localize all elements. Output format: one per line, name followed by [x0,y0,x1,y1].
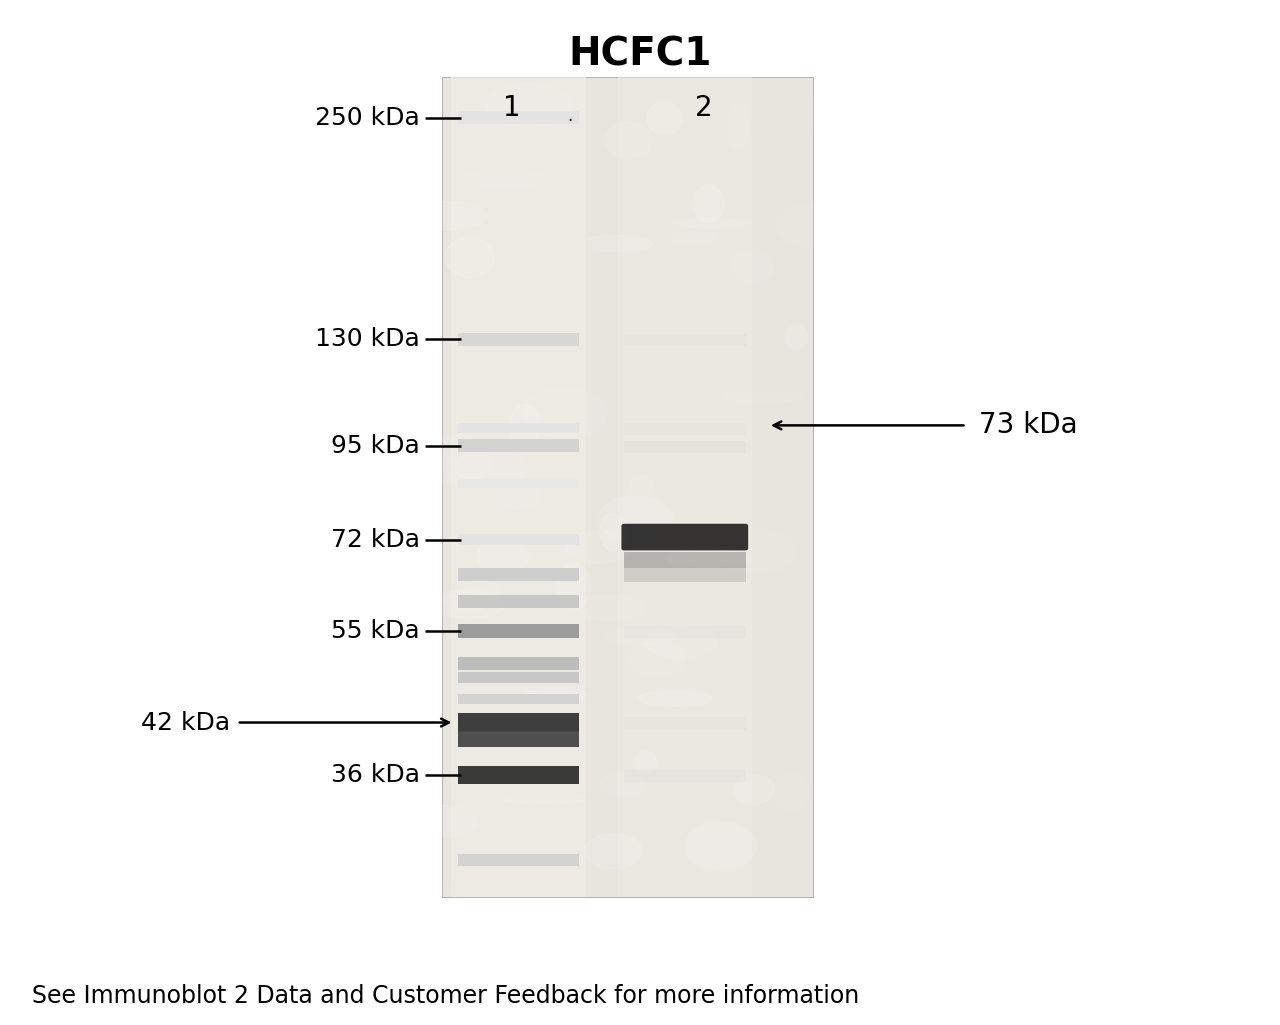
Bar [625,718,745,730]
Bar [458,479,580,488]
Ellipse shape [723,392,804,403]
Text: HCFC1: HCFC1 [568,36,712,74]
Ellipse shape [692,184,724,222]
Bar [458,423,580,434]
Ellipse shape [733,775,774,804]
Text: 95 kDa: 95 kDa [332,434,420,458]
Ellipse shape [429,590,506,618]
Ellipse shape [685,822,756,871]
Ellipse shape [416,435,492,485]
Bar [458,854,580,866]
Text: 130 kDa: 130 kDa [315,327,420,352]
Text: 2: 2 [695,93,713,122]
Bar [458,112,580,124]
FancyBboxPatch shape [622,524,749,550]
Ellipse shape [671,232,717,244]
Ellipse shape [525,688,586,702]
Ellipse shape [584,236,653,252]
Bar [458,333,580,346]
Text: 42 kDa: 42 kDa [141,710,230,735]
Bar [458,657,580,669]
Bar [442,77,813,897]
Ellipse shape [463,579,499,608]
Ellipse shape [732,250,773,284]
Bar [458,624,580,639]
Ellipse shape [585,833,643,869]
Bar [458,713,580,732]
Bar [625,551,745,568]
Ellipse shape [599,496,672,542]
Bar [458,568,580,580]
Ellipse shape [785,325,808,349]
Bar [625,334,745,346]
Bar [458,671,580,683]
Ellipse shape [477,536,529,578]
Ellipse shape [436,884,480,897]
Ellipse shape [577,594,643,620]
Text: 36 kDa: 36 kDa [330,763,420,787]
Ellipse shape [407,806,476,837]
Ellipse shape [604,628,676,646]
Ellipse shape [777,205,841,246]
Ellipse shape [600,773,644,796]
Bar [625,568,745,581]
Ellipse shape [463,169,547,188]
Text: See Immunoblot 2 Data and Customer Feedback for more information: See Immunoblot 2 Data and Customer Feedb… [32,984,859,1008]
Ellipse shape [728,104,750,150]
Ellipse shape [513,327,582,364]
Ellipse shape [444,592,493,610]
Ellipse shape [630,476,654,496]
Bar [458,439,580,452]
Ellipse shape [522,387,607,439]
Ellipse shape [630,642,685,678]
Bar [625,441,745,453]
Bar [618,77,753,897]
Ellipse shape [600,512,626,551]
Text: 72 kDa: 72 kDa [330,528,420,551]
Bar [625,423,745,436]
Ellipse shape [557,563,590,611]
Bar [458,596,580,608]
Bar [458,534,580,545]
Ellipse shape [645,626,718,658]
Ellipse shape [416,453,484,481]
Bar [625,626,745,639]
Ellipse shape [445,238,495,278]
Bar [625,770,745,782]
Ellipse shape [403,201,488,231]
Bar [458,694,580,704]
Text: 250 kDa: 250 kDa [315,106,420,129]
Text: 73 kDa: 73 kDa [979,411,1078,440]
Ellipse shape [637,690,713,706]
Ellipse shape [635,751,657,773]
Ellipse shape [509,404,540,447]
Bar [458,766,580,784]
Text: 55 kDa: 55 kDa [332,619,420,643]
Bar [452,77,586,897]
Text: .: . [567,107,572,125]
Bar [458,731,580,747]
Ellipse shape [667,549,750,567]
Ellipse shape [646,101,682,134]
Ellipse shape [567,531,630,563]
Ellipse shape [454,449,527,487]
Ellipse shape [503,792,586,804]
Ellipse shape [605,122,652,159]
Ellipse shape [773,773,809,811]
Ellipse shape [495,480,540,509]
Ellipse shape [486,83,572,128]
Ellipse shape [676,218,749,229]
Text: 1: 1 [503,93,521,122]
